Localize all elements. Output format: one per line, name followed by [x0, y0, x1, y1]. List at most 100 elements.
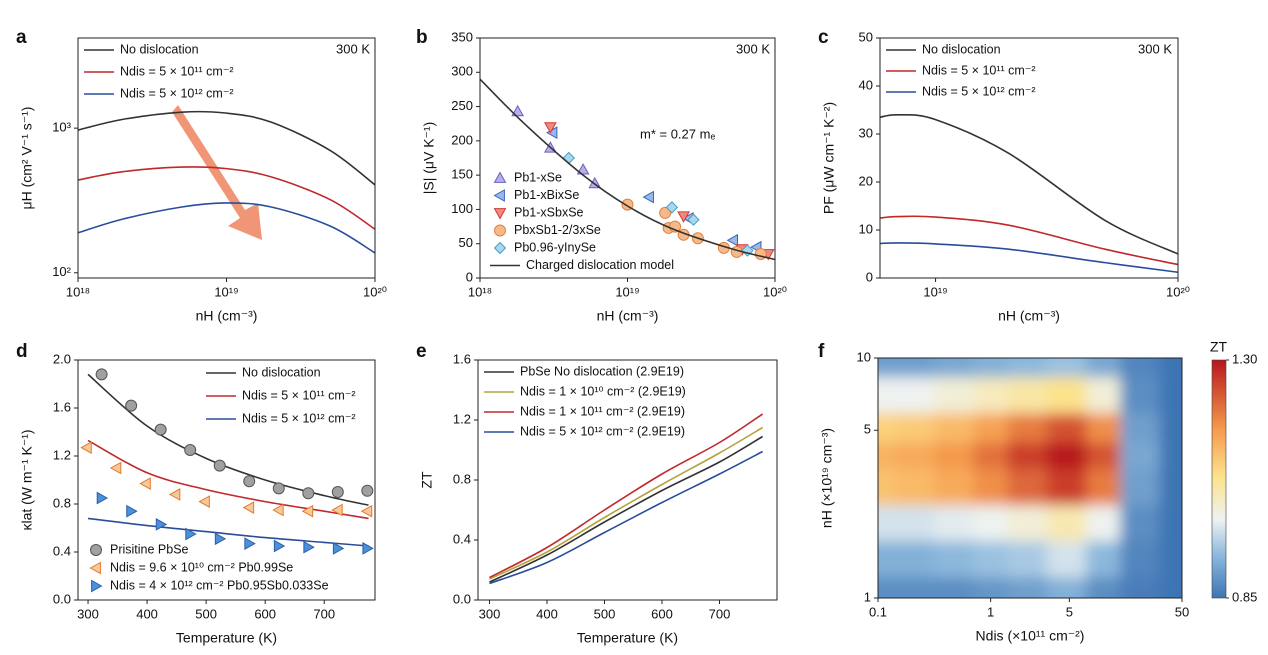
- x-tick-label: 10²⁰: [363, 284, 387, 299]
- heat-cell: [1007, 358, 1048, 378]
- y-tick-label: 200: [451, 132, 473, 147]
- heat-cell: [1086, 504, 1121, 542]
- data-point: [687, 213, 700, 226]
- data-point: [155, 518, 168, 531]
- data-point: [301, 504, 314, 518]
- series-line: [489, 413, 764, 579]
- y-tick-label: 0.4: [453, 531, 471, 546]
- heat-cell: [894, 540, 935, 578]
- series-line: [489, 426, 764, 580]
- legend-label: Ndis = 5 × 10¹² cm⁻²: [120, 86, 234, 100]
- heat-cell: [1159, 376, 1182, 414]
- x-tick-label: 700: [313, 606, 335, 621]
- data-point: [125, 399, 138, 412]
- legend-swatch: [493, 189, 505, 202]
- x-tick-label: 10²⁰: [763, 284, 787, 299]
- y-tick-label: 1: [864, 589, 871, 604]
- legend-label: Charged dislocation model: [526, 258, 674, 272]
- heat-cell: [973, 376, 1009, 414]
- y-tick-label: 1.6: [53, 399, 71, 414]
- series-line: [77, 166, 376, 230]
- data-point: [302, 487, 315, 500]
- legend-swatch: [493, 224, 507, 237]
- heat-cell: [1007, 540, 1048, 578]
- y-tick-label: 30: [859, 125, 873, 140]
- heat-cell: [1159, 576, 1182, 598]
- data-point: [213, 459, 226, 472]
- y-axis-label: κlat (W m⁻¹ K⁻¹): [19, 429, 35, 530]
- heat-cell: [1159, 504, 1182, 542]
- data-point: [726, 233, 739, 247]
- data-point: [360, 504, 373, 518]
- y-tick-label: 1.6: [453, 351, 471, 366]
- data-point: [109, 461, 122, 475]
- colorbar-label: ZT: [1210, 339, 1228, 355]
- series-line: [87, 517, 369, 547]
- heat-cell: [1007, 468, 1048, 506]
- heat-cell: [1007, 412, 1048, 443]
- y-tick-label: 0: [866, 269, 873, 284]
- data-point: [126, 504, 138, 518]
- legend-label: Ndis = 1 × 10¹⁰ cm⁻² (2.9E19): [520, 384, 686, 398]
- heat-cell: [1046, 468, 1087, 506]
- x-tick-label: 10²⁰: [1166, 284, 1190, 299]
- y-axis-label: ZT: [419, 471, 435, 489]
- y-axis-label: PF (μW cm⁻¹ K⁻²): [821, 102, 837, 214]
- legend-swatch: [89, 544, 103, 556]
- heat-cell: [1120, 376, 1161, 414]
- heat-cell: [894, 412, 935, 443]
- panel-letter: b: [416, 27, 428, 48]
- legend-swatch: [91, 579, 103, 593]
- heat-cell: [973, 468, 1009, 506]
- y-tick-label: 350: [451, 29, 473, 44]
- x-tick-label: 0.1: [869, 604, 887, 619]
- x-tick-label: 10¹⁸: [468, 284, 492, 299]
- heat-cell: [1007, 576, 1048, 598]
- y-tick-label: 0: [466, 269, 473, 284]
- data-point: [198, 495, 210, 508]
- colorbar: [1211, 359, 1227, 599]
- heat-cell: [894, 376, 935, 414]
- x-tick-label: 1: [987, 604, 994, 619]
- data-point: [659, 206, 672, 219]
- panel-letter: d: [16, 341, 28, 362]
- series-line: [489, 450, 763, 585]
- legend-label: PbxSb1-2/3xSe: [514, 223, 601, 237]
- heat-cell: [1159, 540, 1182, 578]
- heat-cell: [1046, 358, 1087, 378]
- heat-cell: [878, 468, 896, 506]
- heat-cell: [1159, 412, 1182, 443]
- series-line: [479, 78, 776, 261]
- legend-label: Ndis = 5 × 10¹² cm⁻² (2.9E19): [520, 424, 685, 438]
- data-point: [185, 527, 197, 541]
- heat-cell: [1120, 540, 1161, 578]
- y-tick-label: 10³: [52, 120, 71, 135]
- data-point: [95, 368, 108, 381]
- annotation: m* = 0.27 mₑ: [640, 126, 715, 141]
- heat-cell: [1086, 468, 1121, 506]
- y-tick-label: 150: [451, 167, 473, 182]
- data-point: [96, 491, 109, 505]
- x-tick-label: 10¹⁹: [923, 284, 947, 299]
- legend-label: Pb0.96-yInySe: [514, 240, 596, 254]
- heat-cell: [973, 412, 1009, 443]
- heat-cell: [878, 576, 896, 598]
- y-tick-label: 10: [859, 221, 873, 236]
- y-tick-label: 1.2: [53, 447, 71, 462]
- data-point: [214, 532, 227, 546]
- legend-label: Ndis = 5 × 10¹¹ cm⁻²: [242, 388, 356, 402]
- heat-cell: [1120, 576, 1161, 598]
- data-point: [184, 444, 197, 456]
- heat-cell: [934, 468, 975, 506]
- y-tick-label: 0.4: [53, 543, 71, 558]
- x-tick-label: 400: [136, 606, 158, 621]
- heat-cell: [934, 504, 975, 542]
- data-point: [576, 163, 590, 175]
- heat-cell: [894, 468, 935, 506]
- data-point: [362, 542, 374, 555]
- colorbar-tick-label: 1.30: [1232, 351, 1257, 366]
- x-tick-label: 5: [1066, 604, 1073, 619]
- data-point: [272, 482, 285, 495]
- x-tick-label: 500: [195, 606, 217, 621]
- panel-letter: e: [416, 341, 427, 362]
